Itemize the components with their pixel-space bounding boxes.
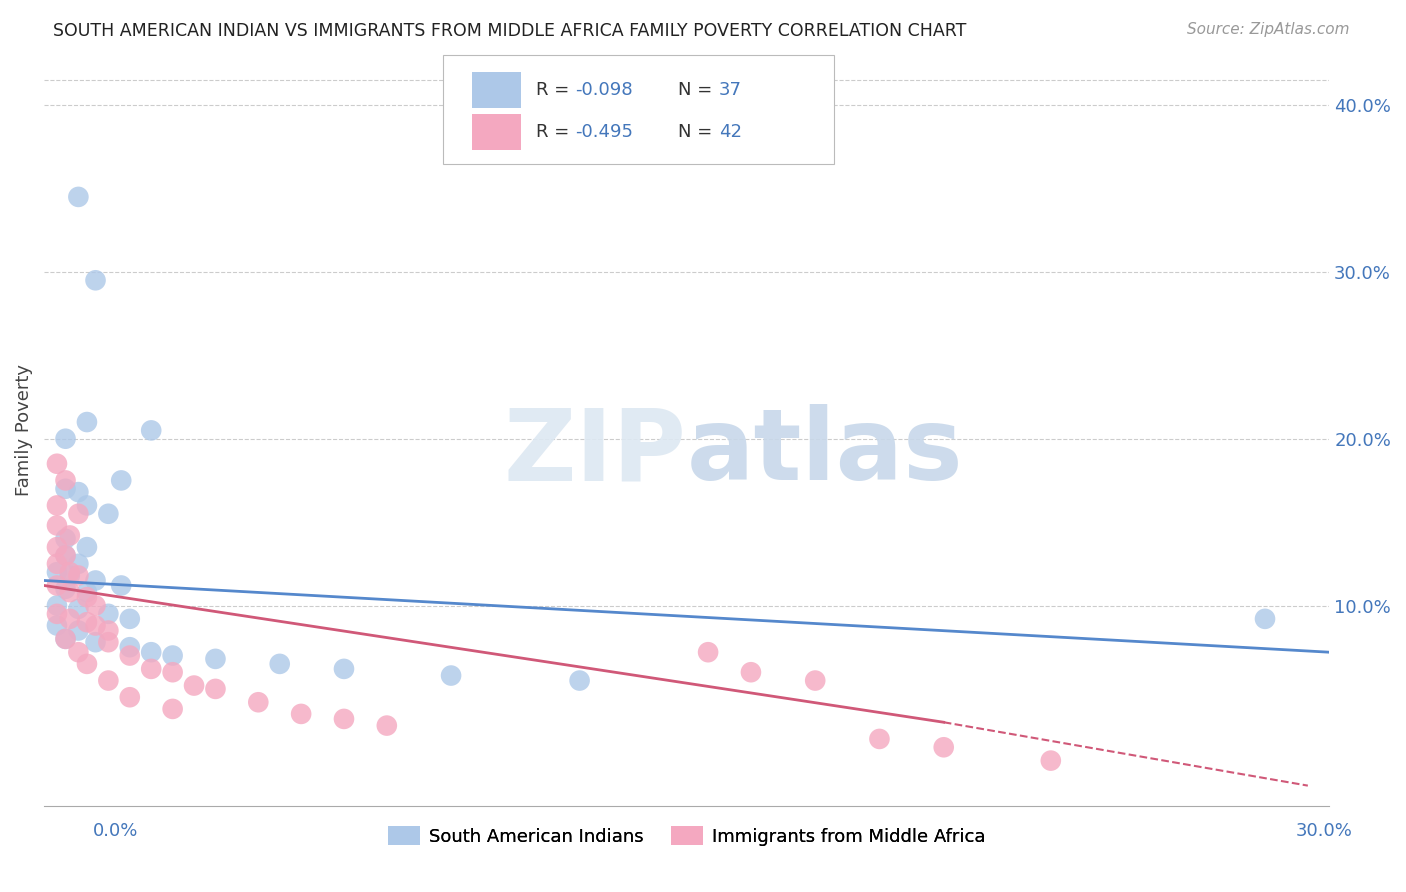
Point	[162, 648, 184, 663]
FancyBboxPatch shape	[472, 72, 520, 109]
Point	[59, 585, 82, 599]
Point	[204, 681, 226, 696]
Point	[118, 690, 141, 705]
Text: 42: 42	[718, 123, 742, 141]
Point	[46, 518, 69, 533]
Point	[46, 607, 69, 621]
Point	[333, 712, 356, 726]
Point	[55, 474, 77, 488]
FancyBboxPatch shape	[472, 113, 520, 150]
Point	[804, 673, 827, 688]
Point	[84, 273, 107, 287]
Point	[162, 702, 184, 716]
Text: N =: N =	[678, 123, 717, 141]
Point	[183, 679, 205, 693]
Point	[110, 474, 132, 488]
Point	[869, 731, 891, 746]
Point	[55, 549, 77, 563]
Text: N =: N =	[678, 81, 717, 99]
Point	[568, 673, 591, 688]
Point	[110, 578, 132, 592]
Text: -0.098: -0.098	[575, 81, 633, 99]
Text: Source: ZipAtlas.com: Source: ZipAtlas.com	[1187, 22, 1350, 37]
Point	[1039, 754, 1062, 768]
Point	[46, 499, 69, 513]
Point	[84, 574, 107, 588]
Text: ZIP: ZIP	[503, 404, 686, 501]
Point	[97, 624, 120, 638]
Text: -0.495: -0.495	[575, 123, 633, 141]
Point	[118, 648, 141, 663]
Point	[141, 424, 163, 438]
Point	[67, 645, 90, 659]
Point	[55, 482, 77, 496]
Point	[46, 565, 69, 579]
Point	[59, 565, 82, 579]
Point	[76, 415, 98, 429]
Point	[55, 432, 77, 446]
Text: 0.0%: 0.0%	[93, 822, 138, 840]
Y-axis label: Family Poverty: Family Poverty	[15, 365, 32, 496]
Point	[333, 662, 356, 676]
Point	[247, 695, 270, 709]
Point	[67, 557, 90, 571]
Point	[55, 632, 77, 646]
Text: atlas: atlas	[686, 404, 963, 501]
Legend: South American Indians, Immigrants from Middle Africa: South American Indians, Immigrants from …	[381, 819, 993, 853]
Point	[67, 568, 90, 582]
Point	[162, 665, 184, 680]
Point	[97, 673, 120, 688]
Point	[141, 662, 163, 676]
Point	[269, 657, 291, 671]
Point	[55, 532, 77, 546]
Point	[76, 615, 98, 630]
Point	[67, 485, 90, 500]
Point	[59, 528, 82, 542]
Point	[46, 578, 69, 592]
Point	[76, 590, 98, 604]
Point	[59, 568, 82, 582]
Point	[204, 652, 226, 666]
Text: R =: R =	[536, 81, 575, 99]
Point	[46, 618, 69, 632]
Point	[46, 457, 69, 471]
Point	[97, 507, 120, 521]
Point	[1254, 612, 1277, 626]
Point	[84, 635, 107, 649]
Text: 37: 37	[718, 81, 742, 99]
Point	[76, 499, 98, 513]
Point	[59, 612, 82, 626]
Point	[290, 706, 312, 721]
Point	[740, 665, 762, 680]
Point	[84, 618, 107, 632]
Point	[46, 599, 69, 613]
Point	[375, 718, 398, 732]
Point	[46, 557, 69, 571]
Point	[932, 740, 955, 755]
Point	[84, 599, 107, 613]
Point	[46, 540, 69, 554]
Point	[67, 624, 90, 638]
Point	[141, 645, 163, 659]
Point	[55, 549, 77, 563]
Point	[97, 607, 120, 621]
Point	[76, 657, 98, 671]
Point	[440, 668, 463, 682]
Point	[55, 582, 77, 596]
Point	[76, 540, 98, 554]
Point	[118, 612, 141, 626]
Point	[76, 585, 98, 599]
FancyBboxPatch shape	[443, 55, 835, 164]
Point	[55, 632, 77, 646]
Point	[697, 645, 720, 659]
Text: 30.0%: 30.0%	[1296, 822, 1353, 840]
Point	[118, 640, 141, 655]
Point	[67, 602, 90, 616]
Text: R =: R =	[536, 123, 575, 141]
Text: SOUTH AMERICAN INDIAN VS IMMIGRANTS FROM MIDDLE AFRICA FAMILY POVERTY CORRELATIO: SOUTH AMERICAN INDIAN VS IMMIGRANTS FROM…	[53, 22, 967, 40]
Point	[67, 190, 90, 204]
Point	[97, 635, 120, 649]
Point	[67, 507, 90, 521]
